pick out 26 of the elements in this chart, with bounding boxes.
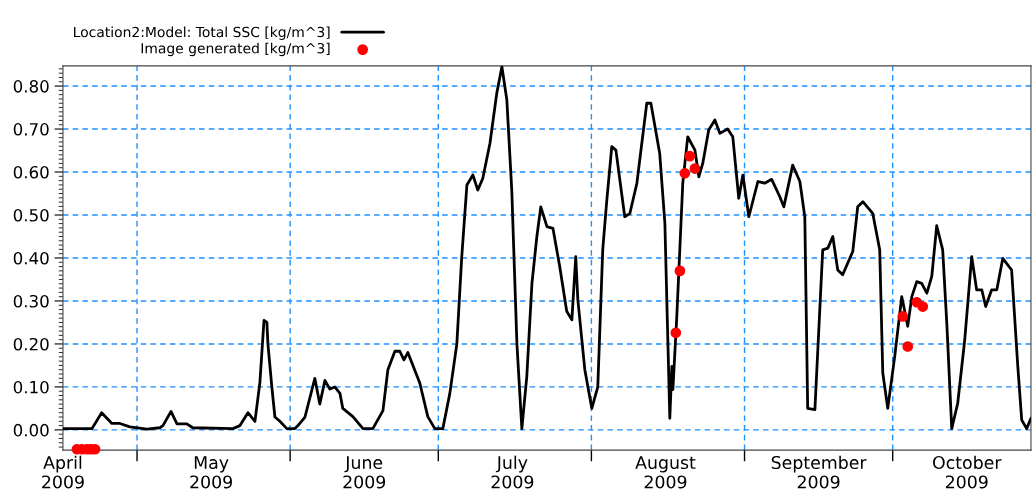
y-tick-label: 0.70 bbox=[13, 123, 49, 136]
point bbox=[897, 311, 909, 322]
x-tick-label: September 2009 bbox=[771, 455, 867, 489]
y-tick-label: 0.60 bbox=[13, 165, 49, 179]
point bbox=[684, 150, 696, 162]
x-tick-label: July 2009 bbox=[491, 455, 534, 489]
y-tick-label: 0.50 bbox=[13, 208, 49, 222]
legend-label: Location2:Model: Total SSC [kg/m^3] bbox=[74, 26, 330, 40]
point bbox=[674, 265, 686, 277]
point bbox=[670, 327, 682, 339]
y-tick-label: 0.20 bbox=[13, 337, 49, 351]
x-tick-label: August 2009 bbox=[635, 456, 696, 489]
legend-label: Image generated [kg/m^3] bbox=[141, 42, 330, 57]
x-tick-label: April 2009 bbox=[42, 455, 84, 489]
point bbox=[689, 163, 701, 174]
x-tick-label: May 2009 bbox=[190, 456, 232, 489]
point bbox=[917, 301, 929, 312]
y-tick-label: 0.10 bbox=[13, 380, 49, 394]
y-tick-label: 0.30 bbox=[13, 294, 49, 308]
y-tick-label: 0.00 bbox=[13, 423, 49, 437]
x-tick-label: October 2009 bbox=[933, 455, 1002, 489]
x-tick-label: June 2009 bbox=[343, 456, 386, 489]
y-tick-label: 0.40 bbox=[13, 251, 49, 265]
point bbox=[679, 167, 691, 179]
point bbox=[902, 341, 914, 352]
y-tick-label: 0.80 bbox=[13, 80, 49, 93]
